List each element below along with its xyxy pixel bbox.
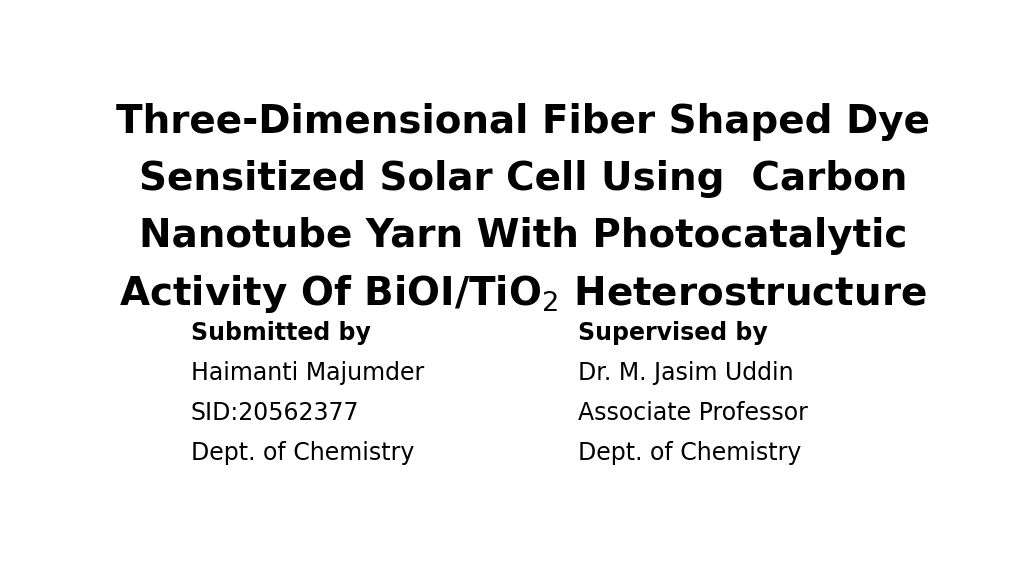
Text: Associate Professor: Associate Professor (578, 401, 807, 425)
Text: Haimanti Majumder: Haimanti Majumder (191, 361, 424, 385)
Text: Nanotube Yarn With Photocatalytic: Nanotube Yarn With Photocatalytic (139, 217, 906, 256)
Text: Submitted by: Submitted by (191, 321, 370, 346)
Text: Activity Of BiOI/TiO$_2$ Heterostructure: Activity Of BiOI/TiO$_2$ Heterostructure (119, 273, 925, 315)
Text: Sensitized Solar Cell Using  Carbon: Sensitized Solar Cell Using Carbon (139, 160, 906, 198)
Text: Dept. of Chemistry: Dept. of Chemistry (191, 441, 414, 465)
Text: Dept. of Chemistry: Dept. of Chemistry (578, 441, 801, 465)
Text: Supervised by: Supervised by (578, 321, 767, 346)
Text: SID:20562377: SID:20562377 (191, 401, 359, 425)
Text: Three-Dimensional Fiber Shaped Dye: Three-Dimensional Fiber Shaped Dye (115, 103, 929, 141)
Text: Dr. M. Jasim Uddin: Dr. M. Jasim Uddin (578, 361, 793, 385)
